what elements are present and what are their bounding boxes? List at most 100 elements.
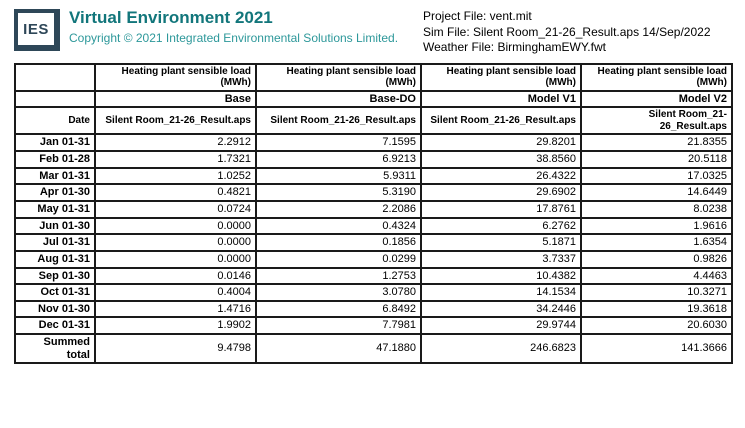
value-cell: 7.7981 xyxy=(255,316,422,336)
report-header: IES Virtual Environment 2021 Copyright ©… xyxy=(14,8,731,56)
table-row-jun: Jun 01-30 0.0000 0.4324 6.2762 1.9616 xyxy=(14,216,733,236)
source-file-cell: Silent Room_21-26_Result.aps xyxy=(580,106,733,136)
value-cell: 0.0299 xyxy=(255,249,422,269)
table-row-apr: Apr 01-30 0.4821 5.3190 29.6902 14.6449 xyxy=(14,183,733,202)
value-cell: 1.9902 xyxy=(94,316,257,336)
row-label: Nov 01-30 xyxy=(14,299,96,319)
sim-file-line: Sim File: Silent Room_21-26_Result.aps 1… xyxy=(423,24,711,39)
variant-header-cell: Base-DO xyxy=(255,89,422,109)
summed-total-row: Summed total 9.4798 47.1880 246.6823 141… xyxy=(14,333,733,365)
value-cell: 20.6030 xyxy=(580,316,733,336)
source-header-row: Date Silent Room_21-26_Result.aps Silent… xyxy=(14,106,733,136)
source-file-cell: Silent Room_21-26_Result.aps xyxy=(420,106,582,136)
weather-file-line: Weather File: BirminghamEWY.fwt xyxy=(423,40,606,55)
value-cell: 21.8355 xyxy=(580,133,733,153)
corner-cell xyxy=(14,62,96,92)
file-info-block: Project File: vent.mit Sim File: Silent … xyxy=(423,8,731,56)
value-cell: 0.0000 xyxy=(94,216,257,236)
value-cell: 6.8492 xyxy=(255,299,422,319)
value-cell: 1.4716 xyxy=(94,299,257,319)
value-cell: 0.0000 xyxy=(94,249,257,269)
row-label: Dec 01-31 xyxy=(14,316,96,336)
value-cell: 17.0325 xyxy=(580,166,733,186)
value-cell: 1.2753 xyxy=(255,266,422,286)
ies-logo: IES xyxy=(14,9,60,51)
value-cell: 34.2446 xyxy=(420,299,582,319)
value-cell: 1.9616 xyxy=(580,216,733,236)
variant-header-cell: Base xyxy=(94,89,257,109)
value-cell: 10.4382 xyxy=(420,266,582,286)
value-cell: 2.2912 xyxy=(94,133,257,153)
measure-name: Heating plant sensible load xyxy=(121,65,251,77)
report-page: IES Virtual Environment 2021 Copyright ©… xyxy=(14,8,733,365)
measure-header-cell: Heating plant sensible load (MWh) xyxy=(94,62,257,92)
value-cell: 17.8761 xyxy=(420,200,582,219)
project-file-line: Project File: vent.mit xyxy=(423,9,532,23)
measure-unit: (MWh) xyxy=(696,77,727,89)
measure-header-row: Heating plant sensible load (MWh) Heatin… xyxy=(14,62,733,92)
measure-header-cell: Heating plant sensible load (MWh) xyxy=(255,62,422,92)
value-cell: 0.1856 xyxy=(255,233,422,252)
value-cell: 0.0146 xyxy=(94,266,257,286)
corner-cell xyxy=(14,89,96,109)
row-label: Jun 01-30 xyxy=(14,216,96,236)
measure-unit: (MWh) xyxy=(385,77,416,89)
summed-total-cell: 47.1880 xyxy=(255,333,422,365)
value-cell: 4.4463 xyxy=(580,266,733,286)
value-cell: 0.0724 xyxy=(94,200,257,219)
value-cell: 6.2762 xyxy=(420,216,582,236)
table-row-may: May 01-31 0.0724 2.2086 17.8761 8.0238 xyxy=(14,200,733,219)
variant-header-cell: Model V1 xyxy=(420,89,582,109)
brand-block: Virtual Environment 2021 Copyright © 202… xyxy=(69,8,423,46)
value-cell: 2.2086 xyxy=(255,200,422,219)
copyright-line: Copyright © 2021 Integrated Environmenta… xyxy=(69,31,399,46)
value-cell: 10.3271 xyxy=(580,283,733,302)
measure-unit: (MWh) xyxy=(220,77,251,89)
table-row-feb: Feb 01-28 1.7321 6.9213 38.8560 20.5118 xyxy=(14,150,733,169)
table-row-jan: Jan 01-31 2.2912 7.1595 29.8201 21.8355 xyxy=(14,133,733,153)
measure-header-cell: Heating plant sensible load (MWh) xyxy=(580,62,733,92)
summed-total-label: Summed total xyxy=(14,333,96,365)
table-row-dec: Dec 01-31 1.9902 7.7981 29.9744 20.6030 xyxy=(14,316,733,336)
value-cell: 0.0000 xyxy=(94,233,257,252)
ies-logo-text: IES xyxy=(23,20,49,38)
value-cell: 14.1534 xyxy=(420,283,582,302)
value-cell: 14.6449 xyxy=(580,183,733,202)
results-table: Heating plant sensible load (MWh) Heatin… xyxy=(14,62,733,365)
value-cell: 3.7337 xyxy=(420,249,582,269)
row-label: Oct 01-31 xyxy=(14,283,96,302)
table-row-sep: Sep 01-30 0.0146 1.2753 10.4382 4.4463 xyxy=(14,266,733,286)
value-cell: 29.8201 xyxy=(420,133,582,153)
value-cell: 1.7321 xyxy=(94,150,257,169)
value-cell: 26.4322 xyxy=(420,166,582,186)
row-label: Apr 01-30 xyxy=(14,183,96,202)
row-label: Mar 01-31 xyxy=(14,166,96,186)
source-file-cell: Silent Room_21-26_Result.aps xyxy=(255,106,422,136)
row-label: Sep 01-30 xyxy=(14,266,96,286)
table-row-mar: Mar 01-31 1.0252 5.9311 26.4322 17.0325 xyxy=(14,166,733,186)
measure-header-cell: Heating plant sensible load (MWh) xyxy=(420,62,582,92)
measure-name: Heating plant sensible load xyxy=(446,65,576,77)
value-cell: 38.8560 xyxy=(420,150,582,169)
value-cell: 0.9826 xyxy=(580,249,733,269)
summed-total-cell: 246.6823 xyxy=(420,333,582,365)
table-row-jul: Jul 01-31 0.0000 0.1856 5.1871 1.6354 xyxy=(14,233,733,252)
row-label: May 01-31 xyxy=(14,200,96,219)
measure-unit: (MWh) xyxy=(545,77,576,89)
variant-header-row: Base Base-DO Model V1 Model V2 xyxy=(14,89,733,109)
value-cell: 19.3618 xyxy=(580,299,733,319)
summed-total-cell: 9.4798 xyxy=(94,333,257,365)
value-cell: 8.0238 xyxy=(580,200,733,219)
value-cell: 29.9744 xyxy=(420,316,582,336)
table-row-oct: Oct 01-31 0.4004 3.0780 14.1534 10.3271 xyxy=(14,283,733,302)
value-cell: 7.1595 xyxy=(255,133,422,153)
value-cell: 5.9311 xyxy=(255,166,422,186)
row-label: Jul 01-31 xyxy=(14,233,96,252)
value-cell: 1.6354 xyxy=(580,233,733,252)
value-cell: 6.9213 xyxy=(255,150,422,169)
table-row-aug: Aug 01-31 0.0000 0.0299 3.7337 0.9826 xyxy=(14,249,733,269)
app-title: Virtual Environment 2021 xyxy=(69,8,273,27)
value-cell: 29.6902 xyxy=(420,183,582,202)
variant-header-cell: Model V2 xyxy=(580,89,733,109)
value-cell: 0.4821 xyxy=(94,183,257,202)
